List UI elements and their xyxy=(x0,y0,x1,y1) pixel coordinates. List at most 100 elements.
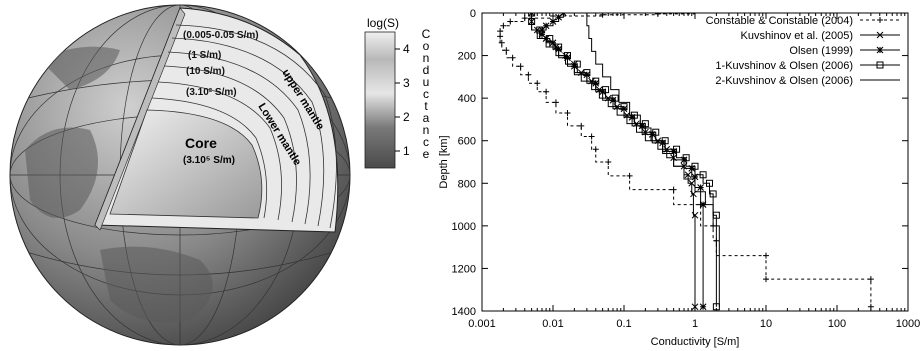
shell-label-1: (0.005-0.05 S/m) xyxy=(183,30,259,41)
y-tick-label: 1400 xyxy=(452,306,476,318)
data-point xyxy=(867,303,874,310)
series-line xyxy=(586,13,720,307)
data-point xyxy=(709,190,717,198)
data-point xyxy=(867,276,874,283)
series-1 xyxy=(497,13,874,310)
y-axis-ticks: 0 200 400 600 800 1000 1200 1400 xyxy=(452,8,908,318)
data-point xyxy=(699,171,707,179)
data-point xyxy=(543,88,550,95)
data-point xyxy=(563,52,571,60)
data-point xyxy=(620,103,628,111)
legend: Constable & Constable (2004) Kuvshinov et… xyxy=(706,15,900,87)
series-4 xyxy=(528,13,720,311)
data-point xyxy=(538,30,546,38)
data-point xyxy=(691,211,699,219)
data-point xyxy=(534,80,541,87)
data-point xyxy=(555,43,563,51)
data-point xyxy=(697,184,705,191)
colorbar-title: log(S) xyxy=(367,16,399,30)
data-point xyxy=(611,94,619,102)
colorbar-ticks: 4 3 2 1 xyxy=(395,42,410,158)
data-point xyxy=(588,133,595,140)
data-point xyxy=(699,201,707,208)
data-point xyxy=(876,46,884,54)
data-point xyxy=(876,61,884,69)
x-tick-label: 0.001 xyxy=(468,318,496,330)
data-point xyxy=(877,17,883,23)
x-tick-label: 0.1 xyxy=(616,318,631,330)
y-axis-label: Depth [km] xyxy=(438,135,450,188)
plot: 0.001 0.01 0.1 1 10 100 1000 0 200 400 600 800 1000… xyxy=(438,8,920,348)
data-point xyxy=(549,18,557,25)
data-point xyxy=(692,13,698,16)
data-point xyxy=(699,303,707,311)
data-point xyxy=(592,77,600,85)
y-tick-label: 600 xyxy=(458,136,476,148)
y-tick-label: 0 xyxy=(470,8,476,20)
data-point xyxy=(641,120,649,128)
data-point xyxy=(578,122,585,129)
y-tick-label: 800 xyxy=(458,178,476,190)
data-point xyxy=(599,13,606,18)
data-point xyxy=(564,110,571,117)
data-point xyxy=(536,26,544,34)
data-point xyxy=(550,13,556,19)
legend-label: Kuvshinov et al. (2005) xyxy=(740,30,853,42)
core-region xyxy=(109,109,263,219)
data-point xyxy=(876,31,884,39)
data-point xyxy=(509,54,516,61)
x-axis-label: Conductivity [S/m] xyxy=(651,336,740,348)
data-point xyxy=(628,113,636,121)
data-point xyxy=(680,156,688,164)
data-point xyxy=(605,159,612,165)
data-point xyxy=(691,173,699,181)
data-point xyxy=(500,22,507,29)
globe: (0.005-0.05 S/m) (1 S/m) (10 S/m) (3.10²… xyxy=(9,4,351,346)
data-point xyxy=(583,69,591,77)
data-point xyxy=(538,26,546,34)
legend-label: Constable & Constable (2004) xyxy=(706,15,853,27)
y-tick-label: 200 xyxy=(458,51,476,63)
data-point xyxy=(763,252,769,259)
data-point xyxy=(626,172,633,179)
data-point xyxy=(528,18,536,26)
series-layer xyxy=(497,13,874,311)
core-label: Core xyxy=(185,135,217,151)
data-point xyxy=(654,13,661,17)
data-point xyxy=(542,22,550,30)
globe-landmasses xyxy=(25,46,213,323)
data-point xyxy=(517,63,524,70)
data-point xyxy=(592,146,599,153)
series-5 xyxy=(586,13,720,307)
data-point xyxy=(528,13,535,17)
data-point xyxy=(555,13,563,21)
data-point xyxy=(573,60,581,68)
shell-label-2: (1 S/m) xyxy=(188,50,221,61)
shell-label-4: (3.10² S/m) xyxy=(186,87,237,98)
legend-label: 2-Kuvshinov & Olsen (2006) xyxy=(715,75,853,87)
y-tick-label: 400 xyxy=(458,93,476,105)
x-tick-label: 0.01 xyxy=(542,318,563,330)
x-axis-ticks: 0.001 0.01 0.1 1 10 100 1000 xyxy=(468,13,920,330)
data-point xyxy=(652,128,660,136)
core-value: (3.10⁵ S/m) xyxy=(183,155,235,166)
data-point xyxy=(688,179,696,187)
data-point xyxy=(691,162,699,170)
data-point xyxy=(497,33,504,40)
x-tick-label: 10 xyxy=(760,318,772,330)
colorbar-tick-label: 2 xyxy=(403,110,410,124)
colorbar-ramp xyxy=(364,31,396,169)
data-point xyxy=(507,18,514,25)
data-point xyxy=(552,99,559,106)
cutaway-wedge xyxy=(94,7,339,233)
data-point xyxy=(609,96,617,104)
series-line xyxy=(531,13,696,307)
data-point xyxy=(546,35,554,43)
shell-boundaries xyxy=(151,24,337,229)
colorbar-tick-label: 1 xyxy=(403,144,410,158)
x-tick-label: 100 xyxy=(828,318,846,330)
x-tick-label: 1 xyxy=(692,318,698,330)
data-point xyxy=(521,15,528,22)
